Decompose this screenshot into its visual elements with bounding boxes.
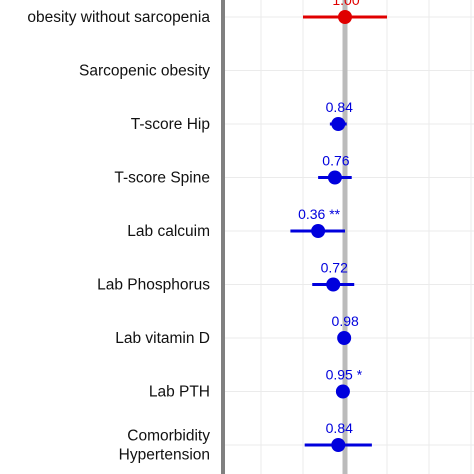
value-label: 1.00: [332, 0, 359, 8]
value-label: 0.72: [321, 260, 348, 276]
point-estimate: [311, 224, 326, 238]
point-estimate: [327, 170, 342, 185]
row-label: Lab Phosphorus: [97, 277, 210, 294]
row-label: Lab calcuim: [127, 223, 210, 240]
point-estimate: [338, 10, 352, 24]
row-label: Comorbidity Hypertension: [119, 428, 211, 464]
point-estimate: [337, 331, 352, 345]
row-label: T-score Spine: [114, 170, 210, 187]
row-label: obesity without sarcopenia: [27, 9, 210, 26]
point-estimate: [335, 384, 350, 399]
data-marks: 1.007.03 **0.840.760.36 **0.720.980.95 *…: [290, 0, 387, 452]
value-label: 0.36 **: [298, 206, 341, 222]
value-label: 0.76: [322, 153, 349, 169]
value-label: 0.84: [326, 99, 353, 115]
value-label: 0.98: [332, 313, 359, 329]
point-estimate: [331, 438, 346, 452]
row-label: Lab vitamin D: [115, 330, 210, 347]
row-label: Lab PTH: [149, 384, 210, 401]
point-estimate: [326, 277, 341, 292]
row-label: T-score Hip: [131, 116, 210, 133]
row-labels: obesity without sarcopenia Sarcopenic obe…: [27, 9, 210, 464]
point-estimate: [331, 117, 346, 131]
value-label: 0.84: [326, 420, 353, 436]
row-label: Sarcopenic obesity: [79, 63, 210, 80]
value-label: 0.95 *: [326, 367, 363, 383]
